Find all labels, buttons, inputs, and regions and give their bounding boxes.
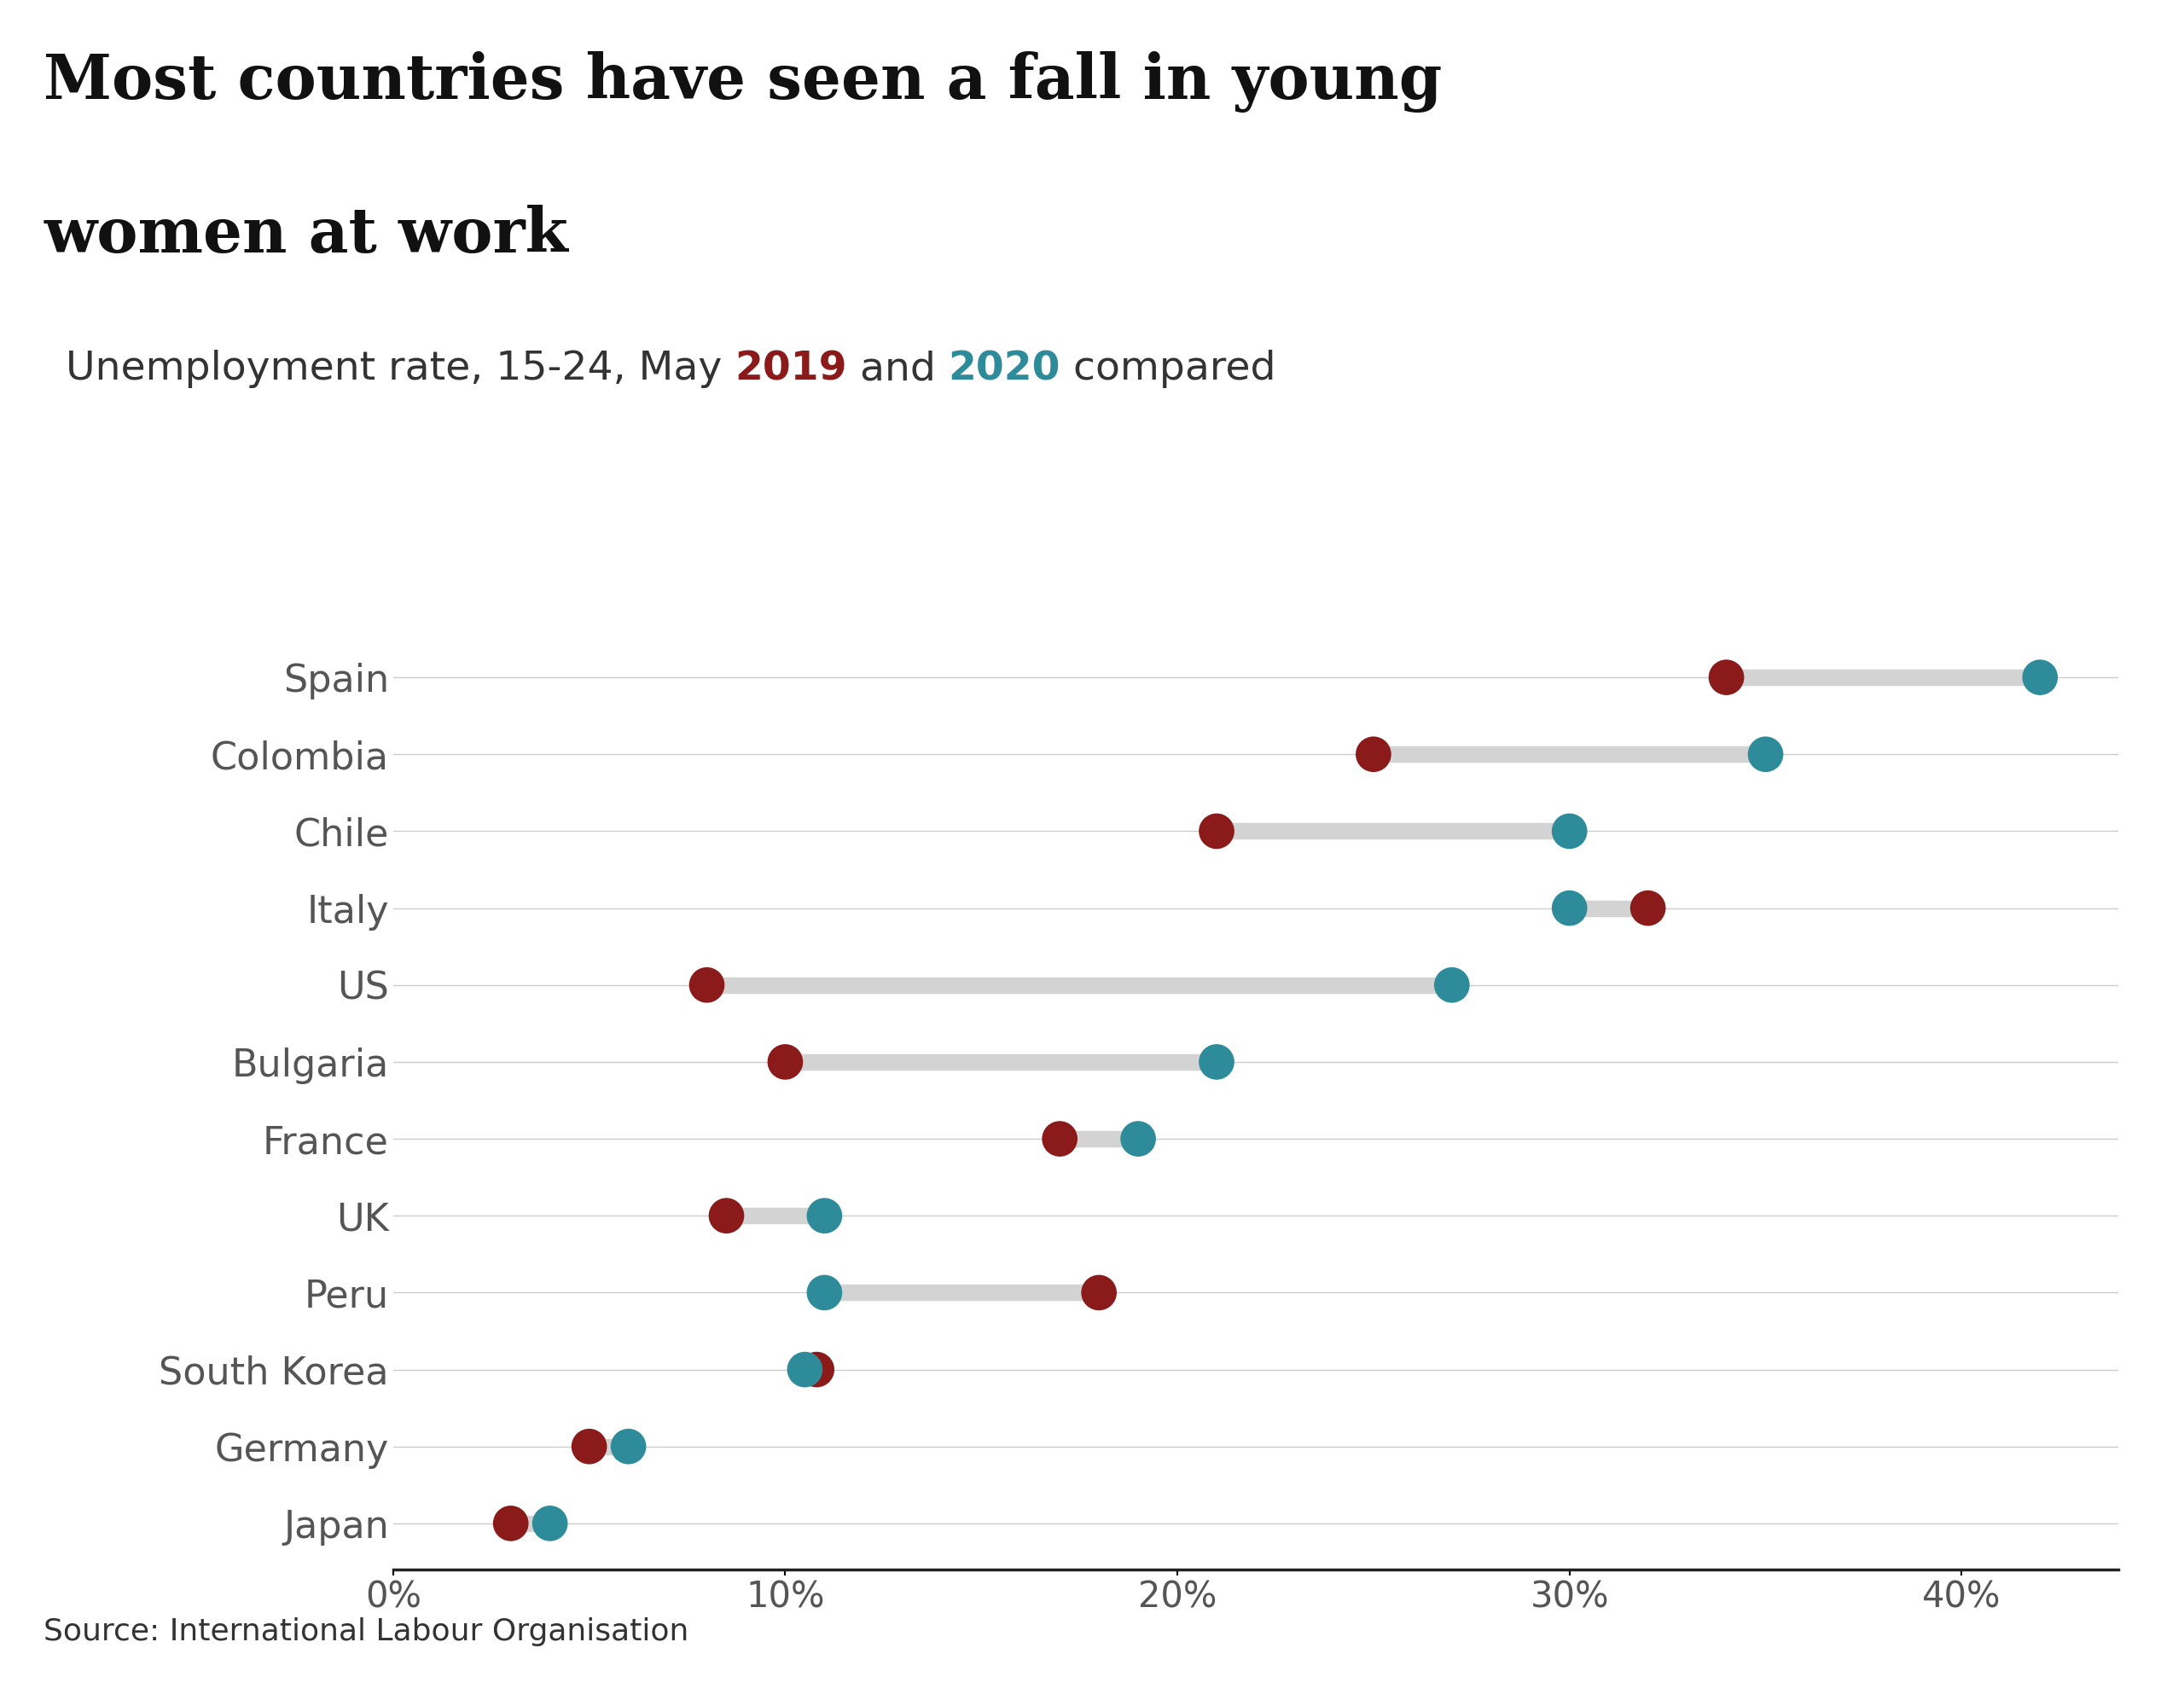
Point: [1708, 664, 1743, 691]
Point: [788, 1356, 823, 1384]
Text: women at work: women at work: [44, 205, 568, 264]
Point: [710, 1203, 745, 1230]
Text: 2019: 2019: [734, 350, 847, 389]
Point: [1553, 817, 1588, 844]
Point: [494, 1510, 529, 1537]
Point: [1356, 740, 1391, 768]
Text: and: and: [847, 350, 948, 389]
Point: [1199, 1047, 1234, 1075]
Point: [2022, 664, 2057, 691]
Point: [1199, 817, 1234, 844]
Point: [799, 1356, 834, 1384]
Point: [1631, 894, 1666, 921]
Point: [1747, 740, 1782, 768]
Point: [769, 1047, 804, 1075]
Point: [806, 1280, 841, 1307]
Point: [1081, 1280, 1116, 1307]
Text: Source: International Labour Organisation: Source: International Labour Organisatio…: [44, 1617, 688, 1646]
Text: 2020: 2020: [948, 350, 1061, 389]
Point: [533, 1510, 568, 1537]
Point: [572, 1433, 607, 1460]
Text: BBC: BBC: [2009, 1626, 2108, 1667]
Point: [612, 1433, 646, 1460]
Text: Unemployment rate, 15-24, May: Unemployment rate, 15-24, May: [66, 350, 734, 389]
Point: [1435, 971, 1470, 998]
Text: Most countries have seen a fall in young: Most countries have seen a fall in young: [44, 51, 1441, 113]
Point: [1553, 894, 1588, 921]
Point: [1120, 1126, 1155, 1153]
Point: [690, 971, 725, 998]
Point: [806, 1203, 841, 1230]
Point: [1042, 1126, 1077, 1153]
Text: compared: compared: [1061, 350, 1275, 389]
